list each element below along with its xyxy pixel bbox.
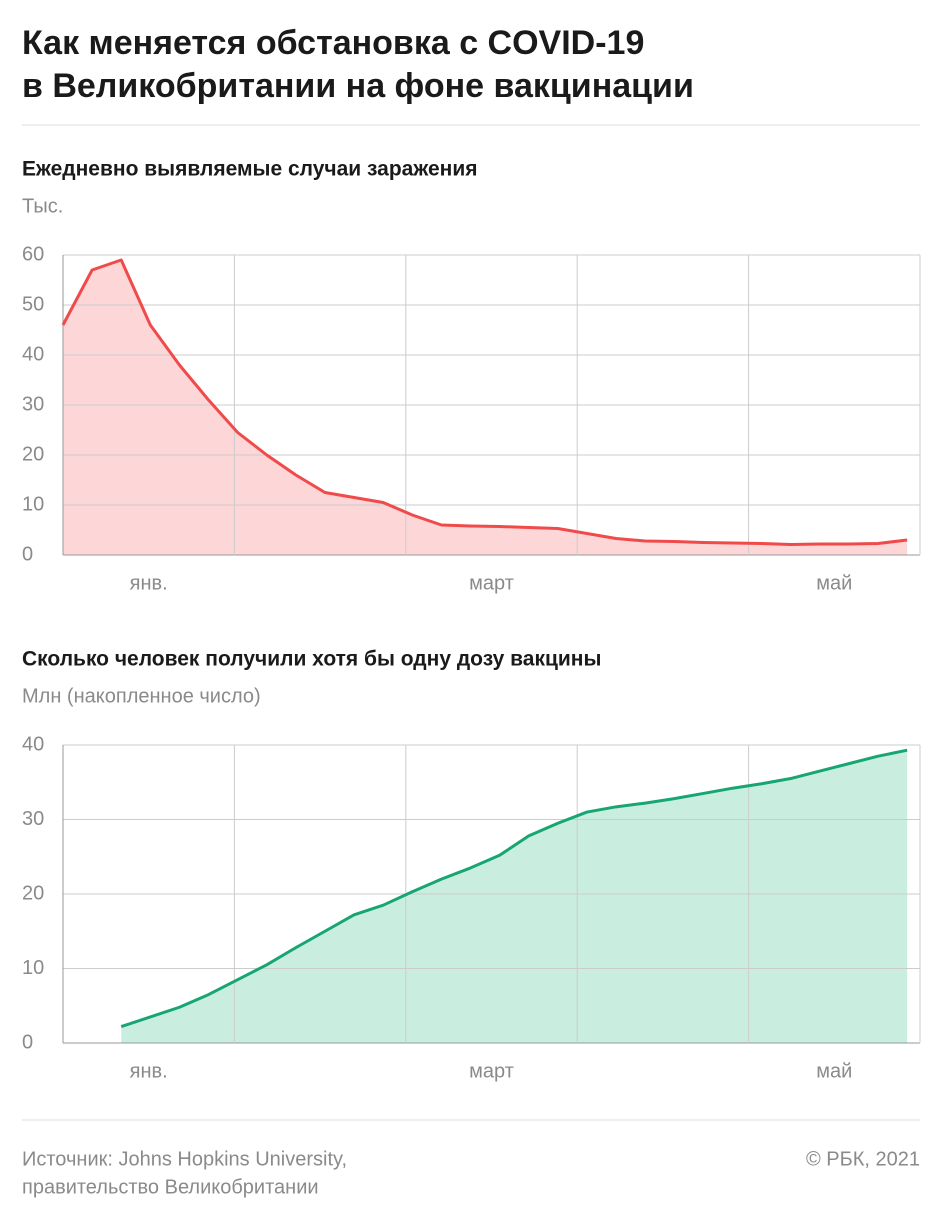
y-tick-label: 40: [22, 733, 44, 755]
y-tick-label: 30: [22, 393, 44, 415]
area-fill: [63, 260, 908, 555]
y-tick-label: 30: [22, 808, 44, 830]
area-fill: [121, 750, 908, 1043]
title: в Великобритании на фоне вакцинации: [22, 67, 694, 105]
x-tick-label: март: [469, 1060, 514, 1082]
chart-title: Ежедневно выявляемые случаи заражения: [22, 158, 477, 181]
y-tick-label: 20: [22, 443, 44, 465]
unit-label: Тыс.: [22, 195, 63, 217]
y-tick-label: 50: [22, 293, 44, 315]
chart-title: Сколько человек получили хотя бы одну до…: [22, 648, 601, 671]
x-tick-label: май: [816, 1060, 852, 1082]
source: правительство Великобритании: [22, 1176, 319, 1198]
line: [61, 258, 908, 546]
y-tick-label: 40: [22, 343, 44, 365]
copyright: © РБК, 2021: [806, 1148, 920, 1170]
source: Источник: Johns Hopkins University,: [22, 1148, 347, 1170]
unit-label: Млн (накопленное число): [22, 685, 261, 707]
line: [120, 748, 908, 1029]
x-tick-label: янв.: [130, 1060, 168, 1082]
x-tick-label: май: [816, 572, 852, 594]
title: Как меняется обстановка с COVID-19: [22, 24, 644, 62]
y-tick-label: 10: [22, 493, 44, 515]
y-tick-label: 20: [22, 882, 44, 904]
y-tick-label: 10: [22, 957, 44, 979]
x-tick-label: март: [469, 572, 514, 594]
x-tick-label: янв.: [130, 572, 168, 594]
y-tick-label: 60: [22, 243, 44, 265]
y-tick-label: 0: [22, 1031, 33, 1053]
y-tick-label: 0: [22, 543, 33, 565]
